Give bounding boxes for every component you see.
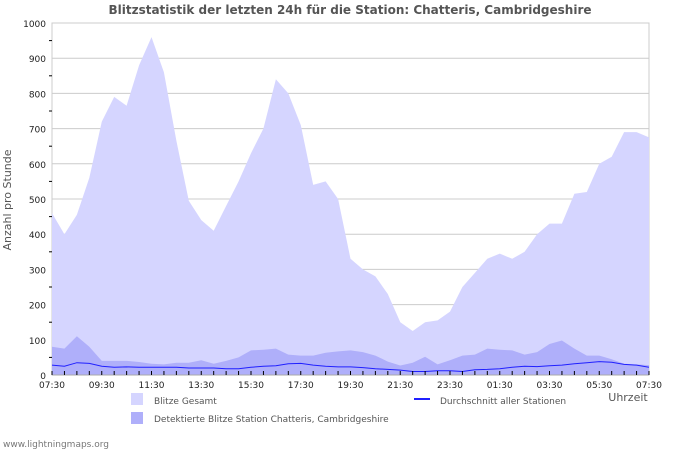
- x-tick-label: 17:30: [288, 381, 314, 391]
- x-tick-label: 15:30: [238, 381, 264, 391]
- x-tick-label: 07:30: [636, 381, 662, 391]
- x-tick-label: 07:30: [39, 381, 65, 391]
- legend-swatch-station: [131, 412, 143, 424]
- legend: Blitze Gesamt Detektierte Blitze Station…: [131, 393, 566, 425]
- y-tick-label: 300: [29, 266, 46, 276]
- y-tick-label: 1000: [23, 20, 46, 30]
- x-tick-label: 13:30: [188, 381, 214, 391]
- y-tick-label: 700: [29, 126, 46, 136]
- area-series-0: [52, 37, 649, 375]
- y-tick-label: 200: [29, 302, 46, 312]
- area-series-1: [52, 336, 649, 375]
- legend-label-total: Blitze Gesamt: [154, 397, 217, 407]
- x-tick-label: 03:30: [537, 381, 563, 391]
- legend-label-station: Detektierte Blitze Station Chatteris, Ca…: [154, 415, 389, 425]
- x-tick-label: 19:30: [338, 381, 364, 391]
- y-tick-label: 600: [29, 161, 46, 171]
- chart-title: Blitzstatistik der letzten 24h für die S…: [108, 3, 591, 17]
- x-tick-label: 11:30: [139, 381, 165, 391]
- x-tick-label: 01:30: [487, 381, 513, 391]
- y-tick-label: 500: [29, 196, 46, 206]
- y-tick-label: 900: [29, 55, 46, 65]
- x-axis-label: Uhrzeit: [608, 391, 648, 404]
- x-tick-label: 23:30: [437, 381, 463, 391]
- legend-label-average: Durchschnitt aller Stationen: [440, 397, 566, 407]
- y-tick-label: 800: [29, 90, 46, 100]
- x-tick-label: 21:30: [387, 381, 413, 391]
- y-tick-label: 100: [29, 337, 46, 347]
- y-tick-label: 0: [40, 372, 46, 382]
- y-axis-label: Anzahl pro Stunde: [1, 149, 14, 250]
- legend-swatch-total: [131, 393, 143, 405]
- footer-credit: www.lightningmaps.org: [3, 440, 109, 450]
- y-tick-label: 400: [29, 231, 46, 241]
- x-tick-label: 09:30: [89, 381, 115, 391]
- x-tick-label: 05:30: [586, 381, 612, 391]
- line-series-2: [51, 361, 650, 373]
